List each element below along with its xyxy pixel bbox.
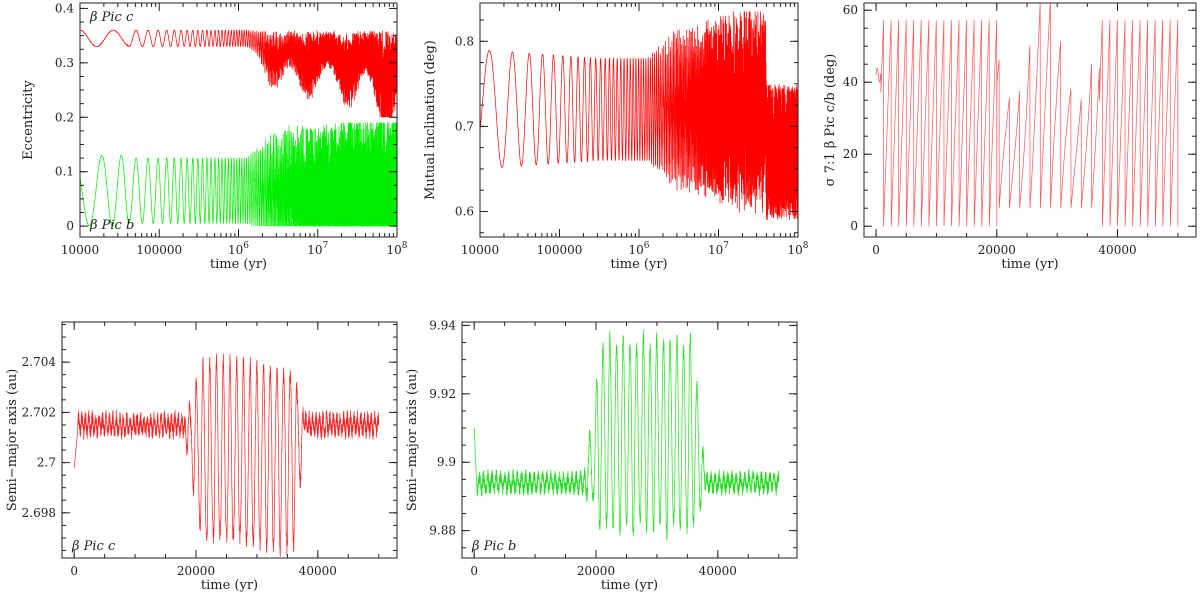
y-tick-label: 20 <box>843 147 858 161</box>
x-tick-label: 0 <box>470 564 478 578</box>
y-tick-label: 9.9 <box>437 455 456 469</box>
annotation-label: β Pic b <box>471 539 516 554</box>
plot-frame <box>863 2 1197 238</box>
y-tick-label: 9.94 <box>429 318 456 332</box>
y-tick-label: 2.698 <box>22 506 56 520</box>
x-tick-label: 10000 <box>61 243 99 257</box>
y-axis-label: Semi−major axis (au) <box>5 369 20 512</box>
y-tick-label: 0.7 <box>455 119 474 133</box>
y-tick-label: 0 <box>66 219 74 233</box>
x-tick-label: 0 <box>872 243 880 257</box>
y-tick-label: 9.92 <box>429 387 456 401</box>
y-axis-label: Mutual inclination (deg) <box>423 40 438 200</box>
x-axis-label: time (yr) <box>1001 257 1058 272</box>
y-axis-label: σ 7:1 β Pic c/b (deg) <box>823 54 838 187</box>
x-tick-label: 40000 <box>699 564 737 578</box>
x-tick-label: 108 <box>386 241 407 257</box>
panel-ecc: 10000 100000 106 107 108 0 0.1 0.2 0.3 0.4 time (y… <box>21 1 408 272</box>
y-tick-label: 0.4 <box>55 1 74 15</box>
y-axis-label: Eccentricity <box>21 79 36 159</box>
x-tick-label: 108 <box>787 241 808 257</box>
x-tick-label: 106 <box>628 241 649 257</box>
y-tick-label: 2.702 <box>22 405 56 419</box>
x-tick-label: 100000 <box>537 243 583 257</box>
x-tick-label: 100000 <box>136 243 182 257</box>
annotation-label: β Pic b <box>89 218 134 233</box>
series-line-inc-0 <box>480 11 798 221</box>
series-line-ecc-1 <box>80 122 397 227</box>
y-tick-label: 0.2 <box>55 110 74 124</box>
x-axis-label: time (yr) <box>210 257 267 272</box>
x-tick-label: 20000 <box>177 564 215 578</box>
x-axis-label: time (yr) <box>601 578 658 593</box>
y-tick-label: 9.88 <box>429 524 456 538</box>
plot-frame <box>461 321 798 559</box>
y-tick-label: 0 <box>850 219 858 233</box>
y-tick-label: 2.704 <box>22 355 57 369</box>
x-tick-label: 0 <box>70 564 78 578</box>
panel-ac: 0 20000 40000 2.698 2.7 2.702 2.704 time (yr) Se… <box>5 321 398 593</box>
series-line-res-0 <box>875 3 1179 227</box>
x-axis-label: time (yr) <box>201 578 258 593</box>
x-tick-label: 107 <box>708 241 729 257</box>
series-line-ac-0 <box>73 353 380 557</box>
y-tick-label: 60 <box>843 3 858 17</box>
annotation-label: β Pic c <box>89 10 134 25</box>
panel-res: 0 20000 40000 0 20 40 60 time (yr) σ 7:1 β Pic c… <box>823 2 1197 272</box>
series-line-ecc-0 <box>80 29 397 118</box>
y-tick-label: 2.7 <box>37 456 56 470</box>
x-tick-label: 106 <box>228 241 249 257</box>
panel-inc: 10000 100000 106 107 108 0.6 0.7 0.8 time (yr) Mu… <box>423 2 809 272</box>
y-tick-label: 0.6 <box>455 204 474 218</box>
plot-frame <box>61 321 398 559</box>
series-line-ab-0 <box>473 329 780 541</box>
x-tick-label: 20000 <box>978 243 1016 257</box>
annotation-label: β Pic c <box>71 539 116 554</box>
y-tick-label: 0.3 <box>55 56 74 70</box>
x-tick-label: 107 <box>307 241 328 257</box>
x-axis-label: time (yr) <box>610 257 667 272</box>
y-tick-label: 0.8 <box>455 34 474 48</box>
y-axis-label: Semi−major axis (au) <box>405 369 420 512</box>
y-tick-label: 40 <box>843 75 858 89</box>
x-tick-label: 40000 <box>299 564 337 578</box>
y-tick-label: 0.1 <box>55 165 74 179</box>
x-tick-label: 40000 <box>1098 243 1136 257</box>
x-tick-label: 10000 <box>461 243 499 257</box>
x-tick-label: 20000 <box>577 564 615 578</box>
panel-ab: 0 20000 40000 9.88 9.9 9.92 9.94 time (yr) Semi−… <box>405 318 798 593</box>
